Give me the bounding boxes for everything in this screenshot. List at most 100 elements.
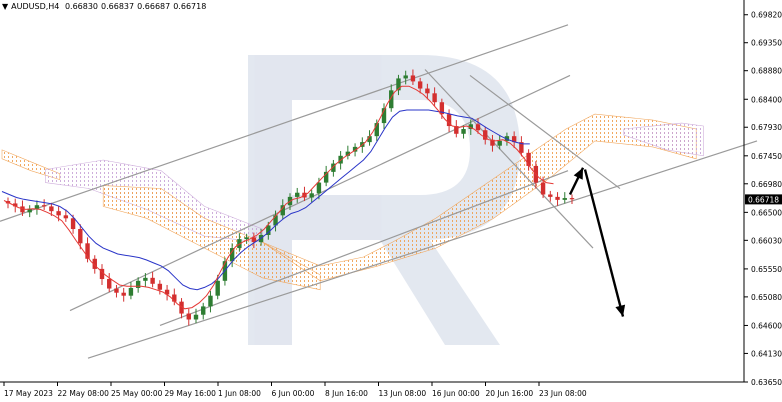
price-box-bg bbox=[745, 194, 782, 205]
time-axis: 17 May 2023 22 May 08:00 25 May 00:00 29 Ma… bbox=[3, 382, 587, 398]
price-tick-label: 0.65550 bbox=[751, 265, 782, 274]
candle-up bbox=[381, 108, 387, 124]
candle-up bbox=[562, 198, 567, 200]
price-tick-label: 0.67450 bbox=[751, 152, 782, 161]
candle-down bbox=[179, 301, 184, 314]
price-box-label: 0.66718 bbox=[748, 195, 779, 204]
indicator-lines bbox=[1, 85, 554, 310]
candle-down bbox=[519, 142, 524, 153]
candle-up bbox=[208, 295, 213, 307]
candle-down bbox=[150, 277, 155, 284]
cloud-segment-bearish bbox=[623, 122, 704, 157]
channel-mid-line bbox=[159, 170, 569, 327]
candle-down bbox=[475, 124, 481, 131]
time-tick-label: 23 Jun 08:00 bbox=[539, 389, 587, 398]
time-tick-label: 6 Jun 00:00 bbox=[272, 389, 315, 398]
candle-down bbox=[99, 268, 105, 280]
channel-upper-line bbox=[0, 24, 569, 222]
cloud-segment-bullish bbox=[102, 185, 321, 291]
candle-up bbox=[396, 78, 401, 91]
candle-down bbox=[85, 243, 90, 259]
candle-up bbox=[229, 248, 235, 262]
price-tick-label: 0.64600 bbox=[751, 321, 782, 330]
candle-down bbox=[121, 292, 126, 296]
candle-down bbox=[114, 288, 119, 293]
candle-down bbox=[490, 139, 495, 146]
candle-down bbox=[439, 102, 445, 115]
price-tick-label: 0.64130 bbox=[751, 349, 782, 358]
candle-down bbox=[20, 206, 25, 213]
ichimoku-cloud bbox=[1, 113, 704, 291]
candle-down bbox=[164, 289, 170, 295]
candle-down bbox=[483, 130, 488, 140]
support-line bbox=[87, 140, 758, 359]
candle-up bbox=[237, 239, 242, 249]
price-tick-label: 0.67930 bbox=[751, 123, 782, 132]
time-tick-label: 29 May 16:00 bbox=[165, 389, 217, 398]
candle-up bbox=[34, 205, 40, 209]
candle-up bbox=[352, 146, 358, 152]
forecast-arrow-up-head bbox=[573, 167, 583, 180]
candle-down bbox=[540, 182, 546, 195]
price-tick-label: 0.63650 bbox=[751, 378, 782, 387]
open-value: 0.66830 bbox=[64, 2, 99, 11]
candle-up bbox=[143, 277, 148, 281]
candle-up bbox=[468, 124, 473, 130]
candle-down bbox=[41, 205, 47, 207]
descending-lower-line bbox=[424, 69, 594, 249]
symbol-label: AUDUSD,H4 bbox=[11, 2, 60, 11]
price-tick-label: 0.66980 bbox=[751, 180, 782, 189]
current-price-box: 0.66718 bbox=[745, 194, 782, 205]
price-tick-label: 0.65080 bbox=[751, 293, 782, 302]
down-triangle-icon[interactable]: ▼ bbox=[2, 2, 9, 11]
time-tick-label: 1 Jun 08:00 bbox=[218, 389, 261, 398]
time-tick-label: 22 May 08:00 bbox=[58, 389, 110, 398]
high-value: 0.66837 bbox=[101, 2, 135, 11]
descending-upper-line bbox=[469, 74, 621, 190]
candle-up bbox=[135, 280, 141, 288]
candle-up bbox=[345, 151, 351, 156]
candle-down bbox=[555, 196, 560, 200]
candle-up bbox=[215, 280, 220, 296]
candle-up bbox=[280, 205, 285, 216]
price-tick-label: 0.68400 bbox=[751, 95, 782, 104]
candle-down bbox=[446, 114, 452, 127]
candle-up bbox=[461, 129, 466, 134]
price-axis: 0.69820 0.69350 0.68880 0.68400 0.67930 0.674… bbox=[744, 11, 782, 387]
candle-up bbox=[316, 182, 322, 194]
candle-down bbox=[56, 211, 61, 216]
candle-up bbox=[27, 208, 32, 213]
candle-down bbox=[70, 218, 76, 230]
candle-down bbox=[157, 283, 163, 290]
candle-down bbox=[92, 258, 97, 269]
time-tick-label: 16 Jun 00:00 bbox=[432, 389, 480, 398]
kijun-sen-line bbox=[1, 109, 530, 291]
brand-watermark bbox=[248, 55, 520, 345]
candle-up bbox=[374, 123, 379, 137]
candle-down bbox=[432, 93, 437, 103]
candle-up bbox=[273, 215, 278, 226]
candle-up bbox=[128, 287, 134, 296]
candle-up bbox=[244, 237, 249, 240]
forecast-arrow-down-head bbox=[615, 304, 626, 317]
candle-down bbox=[186, 313, 191, 320]
candle-down bbox=[425, 88, 430, 94]
close-value: 0.66718 bbox=[173, 2, 207, 11]
candle-up bbox=[309, 193, 314, 198]
candle-up bbox=[323, 171, 329, 183]
forecast-arrow bbox=[568, 167, 626, 317]
candle-down bbox=[172, 294, 177, 302]
candle-down bbox=[548, 194, 553, 197]
candle-down bbox=[454, 126, 459, 134]
time-tick-label: 8 Jun 16:00 bbox=[325, 389, 368, 398]
candle-up bbox=[193, 314, 199, 320]
low-value: 0.66687 bbox=[137, 2, 171, 11]
candle-down bbox=[49, 206, 54, 212]
price-tick-label: 0.69820 bbox=[751, 11, 782, 20]
candle-down bbox=[569, 198, 575, 200]
candle-down bbox=[410, 75, 416, 82]
candle-up bbox=[403, 75, 408, 79]
forecast-arrow-down bbox=[583, 169, 625, 317]
price-tick-label: 0.66500 bbox=[751, 208, 782, 217]
